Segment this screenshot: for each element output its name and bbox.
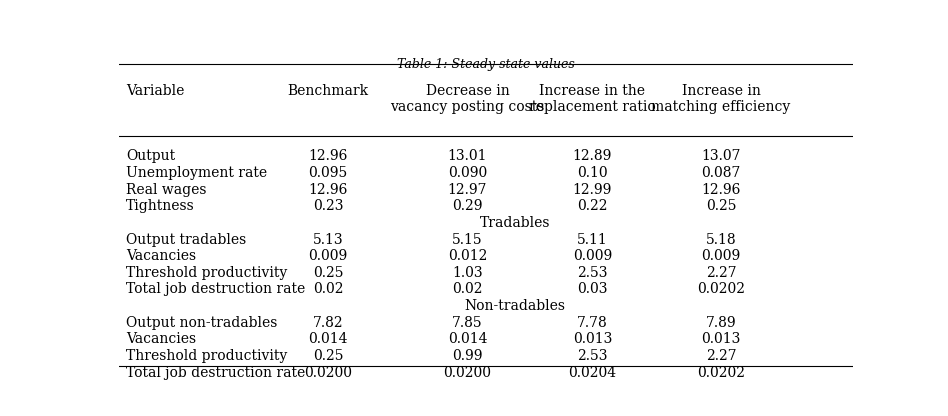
Text: Increase in
matching efficiency: Increase in matching efficiency — [651, 84, 791, 114]
Text: 0.009: 0.009 — [702, 249, 740, 263]
Text: 0.25: 0.25 — [705, 199, 737, 213]
Text: Increase in the
replacement ratio: Increase in the replacement ratio — [529, 84, 656, 114]
Text: Vacancies: Vacancies — [126, 332, 196, 347]
Text: 7.78: 7.78 — [577, 316, 608, 330]
Text: 0.03: 0.03 — [577, 282, 608, 297]
Text: 12.96: 12.96 — [702, 183, 740, 196]
Text: 2.53: 2.53 — [577, 266, 608, 280]
Text: 5.15: 5.15 — [452, 233, 483, 247]
Text: 0.0200: 0.0200 — [304, 366, 352, 380]
Text: Variable: Variable — [126, 84, 184, 98]
Text: Tradables: Tradables — [480, 216, 551, 230]
Text: 5.18: 5.18 — [705, 233, 737, 247]
Text: 5.11: 5.11 — [577, 233, 608, 247]
Text: 0.090: 0.090 — [447, 166, 487, 180]
Text: Total job destruction rate: Total job destruction rate — [126, 282, 305, 297]
Text: 7.82: 7.82 — [313, 316, 343, 330]
Text: 0.087: 0.087 — [702, 166, 740, 180]
Text: Threshold productivity: Threshold productivity — [126, 349, 287, 363]
Text: 7.89: 7.89 — [705, 316, 737, 330]
Text: Threshold productivity: Threshold productivity — [126, 266, 287, 280]
Text: 0.009: 0.009 — [573, 249, 612, 263]
Text: 0.25: 0.25 — [313, 349, 343, 363]
Text: 13.01: 13.01 — [447, 149, 487, 163]
Text: 13.07: 13.07 — [702, 149, 740, 163]
Text: Output tradables: Output tradables — [126, 233, 246, 247]
Text: 0.02: 0.02 — [452, 282, 483, 297]
Text: 0.22: 0.22 — [577, 199, 608, 213]
Text: 0.014: 0.014 — [308, 332, 348, 347]
Text: 0.0204: 0.0204 — [568, 366, 616, 380]
Text: 0.013: 0.013 — [573, 332, 612, 347]
Text: 0.25: 0.25 — [313, 266, 343, 280]
Text: Tightness: Tightness — [126, 199, 194, 213]
Text: 12.96: 12.96 — [308, 149, 348, 163]
Text: 0.012: 0.012 — [447, 249, 487, 263]
Text: 0.29: 0.29 — [452, 199, 483, 213]
Text: Decrease in
vacancy posting costs: Decrease in vacancy posting costs — [391, 84, 545, 114]
Text: 0.0202: 0.0202 — [697, 366, 745, 380]
Text: Output: Output — [126, 149, 175, 163]
Text: Output non-tradables: Output non-tradables — [126, 316, 277, 330]
Text: 0.095: 0.095 — [308, 166, 348, 180]
Text: 2.27: 2.27 — [705, 349, 737, 363]
Text: 0.014: 0.014 — [447, 332, 487, 347]
Text: Benchmark: Benchmark — [287, 84, 369, 98]
Text: 12.99: 12.99 — [573, 183, 612, 196]
Text: 0.99: 0.99 — [452, 349, 483, 363]
Text: 12.89: 12.89 — [573, 149, 612, 163]
Text: Table 1: Steady state values: Table 1: Steady state values — [397, 58, 574, 71]
Text: 7.85: 7.85 — [452, 316, 483, 330]
Text: 0.10: 0.10 — [577, 166, 608, 180]
Text: 0.0200: 0.0200 — [444, 366, 491, 380]
Text: 0.009: 0.009 — [308, 249, 348, 263]
Text: 2.53: 2.53 — [577, 349, 608, 363]
Text: 12.97: 12.97 — [447, 183, 487, 196]
Text: Vacancies: Vacancies — [126, 249, 196, 263]
Text: 0.02: 0.02 — [313, 282, 343, 297]
Text: 0.23: 0.23 — [313, 199, 343, 213]
Text: 12.96: 12.96 — [308, 183, 348, 196]
Text: 2.27: 2.27 — [705, 266, 737, 280]
Text: 5.13: 5.13 — [313, 233, 343, 247]
Text: 0.0202: 0.0202 — [697, 282, 745, 297]
Text: Real wages: Real wages — [126, 183, 207, 196]
Text: 0.013: 0.013 — [702, 332, 740, 347]
Text: Non-tradables: Non-tradables — [465, 299, 566, 313]
Text: 1.03: 1.03 — [452, 266, 483, 280]
Text: Total job destruction rate: Total job destruction rate — [126, 366, 305, 380]
Text: Unemployment rate: Unemployment rate — [126, 166, 267, 180]
